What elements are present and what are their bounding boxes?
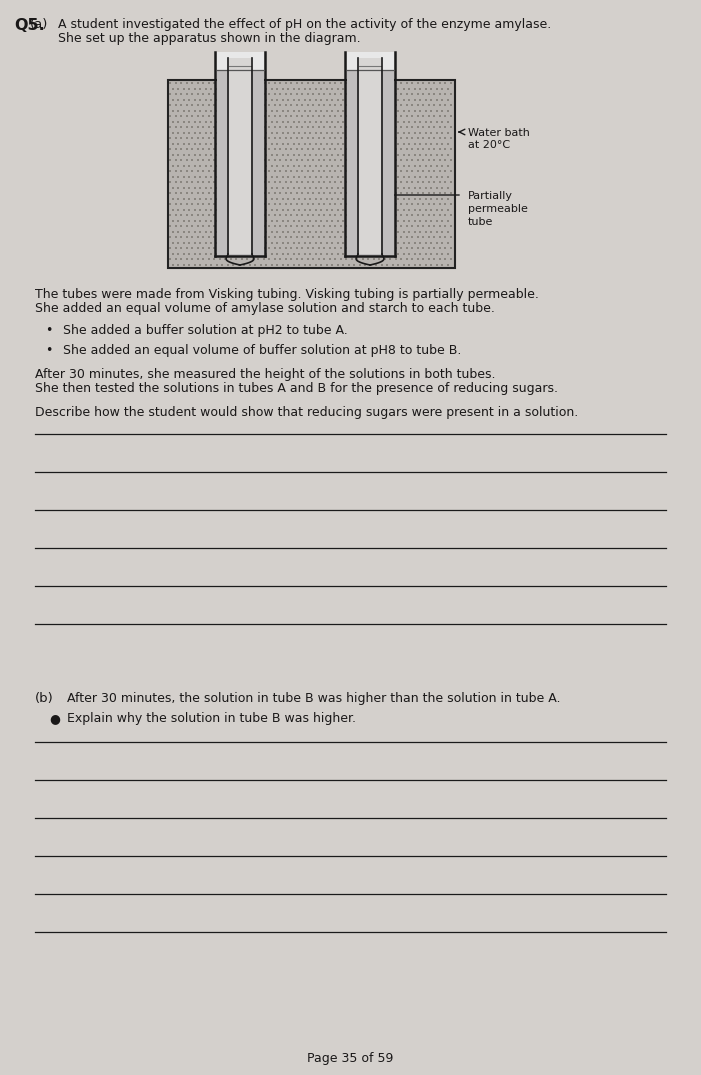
Text: ●: ● [49,712,60,725]
Text: Page 35 of 59: Page 35 of 59 [307,1052,393,1065]
Text: Describe how the student would show that reducing sugars were present in a solut: Describe how the student would show that… [35,406,578,419]
Text: The tubes were made from Visking tubing. Visking tubing is partially permeable.: The tubes were made from Visking tubing.… [35,288,539,301]
Text: After 30 minutes, the solution in tube B was higher than the solution in tube A.: After 30 minutes, the solution in tube B… [67,692,561,705]
Text: permeable: permeable [468,204,528,214]
Text: After 30 minutes, she measured the height of the solutions in both tubes.: After 30 minutes, she measured the heigh… [35,368,496,381]
Bar [346,52,393,256]
Text: She then tested the solutions in tubes A and B for the presence of reducing suga: She then tested the solutions in tubes A… [35,382,558,395]
Text: Explain why the solution in tube B was higher.: Explain why the solution in tube B was h… [67,712,356,725]
Text: (a): (a) [30,18,48,31]
Text: She added an equal volume of buffer solution at pH8 to tube B.: She added an equal volume of buffer solu… [63,344,461,357]
Text: pH2: pH2 [228,219,252,232]
Text: Partially: Partially [468,191,513,201]
Text: (b): (b) [35,692,54,705]
Text: Q5.: Q5. [14,18,45,33]
Text: Tube B: Tube B [349,60,391,73]
Text: Tube A: Tube A [219,60,261,73]
Bar [229,58,251,254]
Bar [359,58,381,254]
Text: •: • [45,344,53,357]
Bar [168,80,455,268]
Text: She set up the apparatus shown in the diagram.: She set up the apparatus shown in the di… [58,32,360,45]
Bar [217,70,264,256]
Text: She added an equal volume of amylase solution and starch to each tube.: She added an equal volume of amylase sol… [35,302,495,315]
Text: •: • [45,324,53,336]
Text: Water bath: Water bath [468,128,530,138]
Bar [217,52,264,256]
Text: A student investigated the effect of pH on the activity of the enzyme amylase.: A student investigated the effect of pH … [58,18,551,31]
Text: pH8: pH8 [358,219,382,232]
Text: at 20°C: at 20°C [468,140,510,150]
Text: She added a buffer solution at pH2 to tube A.: She added a buffer solution at pH2 to tu… [63,324,348,336]
Bar [346,70,393,256]
Text: tube: tube [468,217,494,227]
